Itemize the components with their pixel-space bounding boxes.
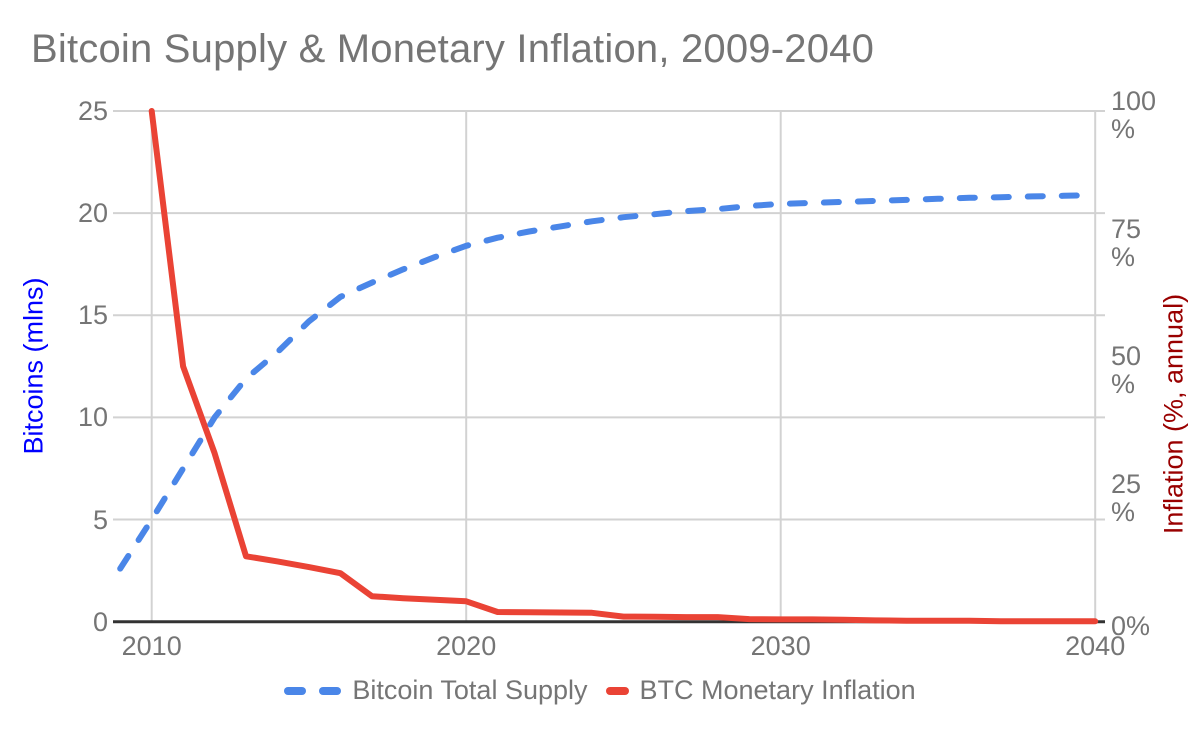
left-axis-tick-label: 20 [77,198,108,229]
right-axis-tick-label: 75 % [1111,213,1142,272]
inflation-line-swatch [605,686,629,695]
right-axis-tick-label: 0% [1111,610,1151,641]
x-axis-tick-label: 2040 [1065,631,1126,661]
legend-label-supply: Bitcoin Total Supply [352,675,588,705]
left-axis-tick-label: 25 [77,96,108,126]
x-axis-tick-label: 2010 [121,631,182,661]
legend-item-supply: Bitcoin Total Supply [284,672,588,709]
x-axis-tick-label: 2030 [750,631,811,661]
left-axis-tick-label: 10 [77,402,108,433]
supply-line [117,192,1099,572]
right-axis-tick-label: 100 % [1111,86,1157,144]
right-axis-tick-label: 25 % [1111,469,1142,528]
legend: Bitcoin Total Supply BTC Monetary Inflat… [0,672,1200,709]
chart-title: Bitcoin Supply & Monetary Inflation, 200… [31,27,875,71]
right-axis-tick-label: 50 % [1111,341,1142,400]
x-axis-tick-label: 2020 [436,631,497,661]
legend-label-inflation: BTC Monetary Inflation [639,675,916,705]
left-axis-tick-label: 5 [92,504,108,535]
left-axis-tick-label: 0 [92,606,108,637]
left-axis-title: Bitcoins (mlns) [18,277,49,455]
inflation-line [148,108,1099,625]
right-axis-title: Inflation (%, annual) [1158,293,1189,535]
left-axis-tick-label: 15 [77,300,108,331]
supply-line-swatch [284,686,342,695]
legend-item-inflation: BTC Monetary Inflation [605,672,916,709]
